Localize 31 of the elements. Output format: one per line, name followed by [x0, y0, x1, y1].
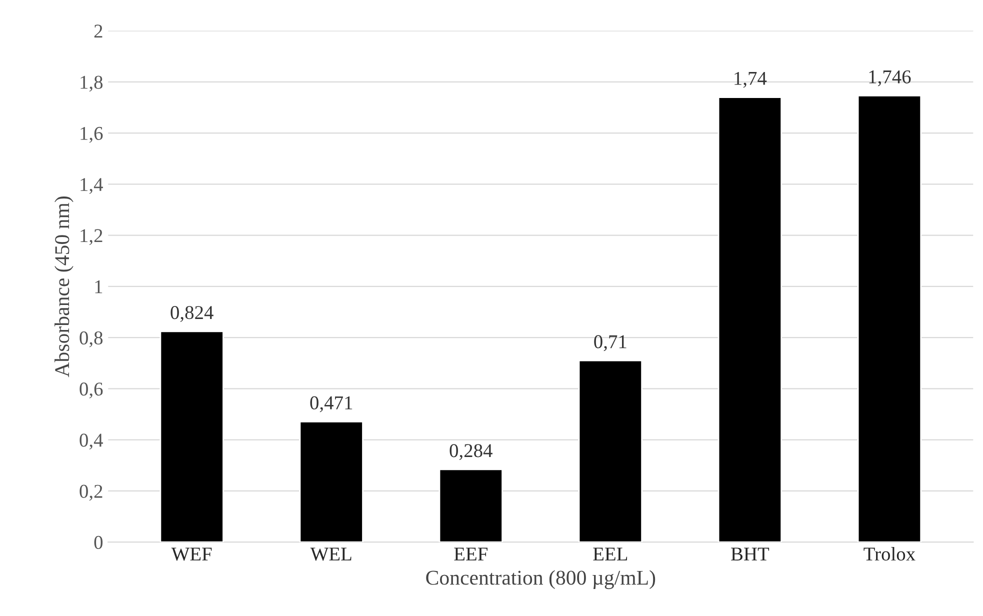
data-label: 1,74 [734, 72, 767, 88]
data-label: 0,824 [170, 306, 214, 322]
data-label: 0,471 [310, 396, 352, 412]
x-tick-label: EEL [593, 548, 628, 560]
bar [299, 420, 364, 542]
y-tick-label: 1,2 [80, 229, 102, 246]
bar [718, 96, 782, 542]
y-tick-label: 0,6 [80, 382, 103, 398]
y-tick-label: 1,8 [80, 76, 103, 92]
x-tick-label: BHT [731, 548, 770, 560]
y-tick-label: 0,8 [80, 331, 103, 348]
y-tick-label: 0,4 [80, 434, 103, 450]
y-tick-label: 1 [95, 280, 102, 294]
bar [857, 95, 922, 542]
data-label: 0,284 [450, 444, 492, 460]
x-axis-title: Concentration (800 µg/mL) [426, 570, 656, 590]
y-tick-label: 2 [94, 24, 102, 38]
bar [578, 360, 642, 542]
y-tick-label: 1,6 [80, 126, 103, 143]
bar [438, 468, 503, 542]
y-tick-label: 1,4 [80, 178, 103, 194]
y-tick-label: 0,2 [80, 484, 102, 501]
data-label: 1,746 [869, 70, 911, 86]
bar [160, 330, 224, 542]
x-tick-label: EEF [454, 548, 488, 560]
y-tick-label: 0 [94, 536, 103, 550]
y-axis-title: Absorbance (450 nm) [54, 196, 74, 378]
x-tick-label: Trolox [864, 546, 916, 561]
data-label: 0,71 [594, 335, 626, 352]
x-tick-label: WEL [310, 548, 352, 561]
x-tick-label: WEF [171, 548, 212, 561]
